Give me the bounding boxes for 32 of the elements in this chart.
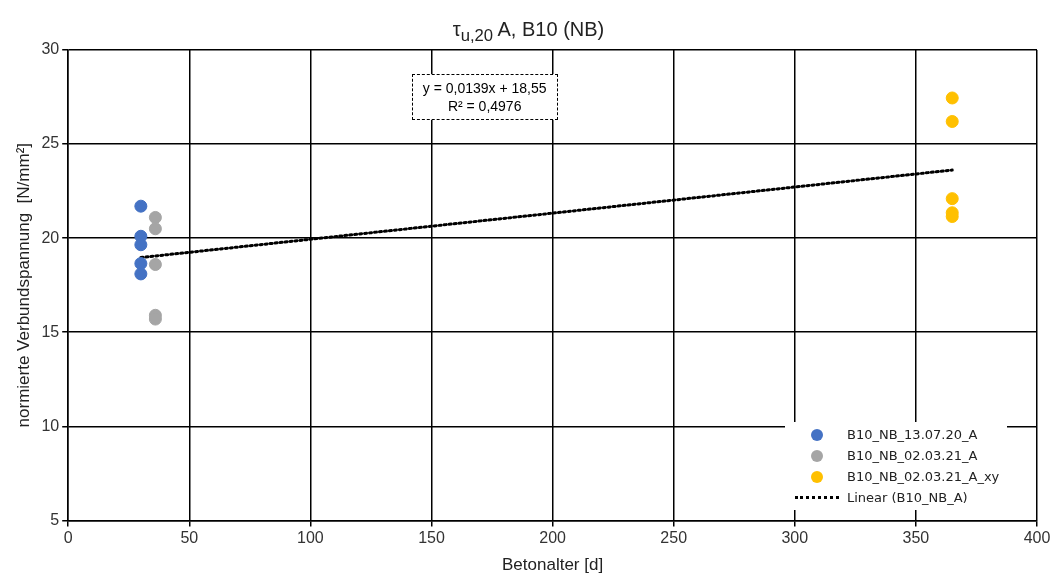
point (134, 199, 148, 213)
x-tick-label: 350 (902, 529, 930, 547)
y-tick-label: 10 (41, 416, 60, 434)
point (945, 91, 959, 105)
x-tick-label: 150 (418, 529, 445, 547)
point (945, 115, 959, 128)
legend-label: B10_NB_02.03.21_A (847, 448, 978, 464)
y-tick-label: 25 (41, 134, 60, 152)
point (148, 258, 162, 271)
y-tick-label: 5 (50, 510, 60, 528)
y-tick-label: 30 (41, 40, 60, 58)
annotation: y = 0,0139x + 18,55 R² = 0,4976 (411, 74, 558, 120)
x-tick-label: 0 (63, 529, 73, 547)
x-tick-label: 50 (180, 529, 199, 547)
y-tick-label: 15 (41, 322, 60, 340)
point (148, 210, 162, 224)
y-axis-title: normierte Verbundspannung [N/mm²] (13, 142, 33, 428)
x-tick-label: 200 (539, 529, 567, 547)
point (134, 238, 148, 252)
point (148, 222, 162, 236)
x-tick-label: 400 (1023, 529, 1051, 547)
point (945, 192, 959, 206)
point (134, 267, 148, 281)
x-tick-label: 100 (297, 529, 324, 547)
chart-title: τ$_{u,20}$ A, B10 (NB) (452, 18, 605, 45)
x-tick-label: 250 (660, 529, 688, 547)
legend-label: B10_NB_02.03.21_A_xy (847, 469, 1000, 485)
x-tick-label: 300 (781, 529, 809, 547)
legend-label: Linear (B10_NB_A) (847, 490, 968, 506)
x-axis-title: Betonalter [d] (502, 555, 604, 575)
legend-label: B10_NB_13.07.20_A (847, 427, 978, 443)
y-tick-label: 20 (41, 228, 60, 246)
